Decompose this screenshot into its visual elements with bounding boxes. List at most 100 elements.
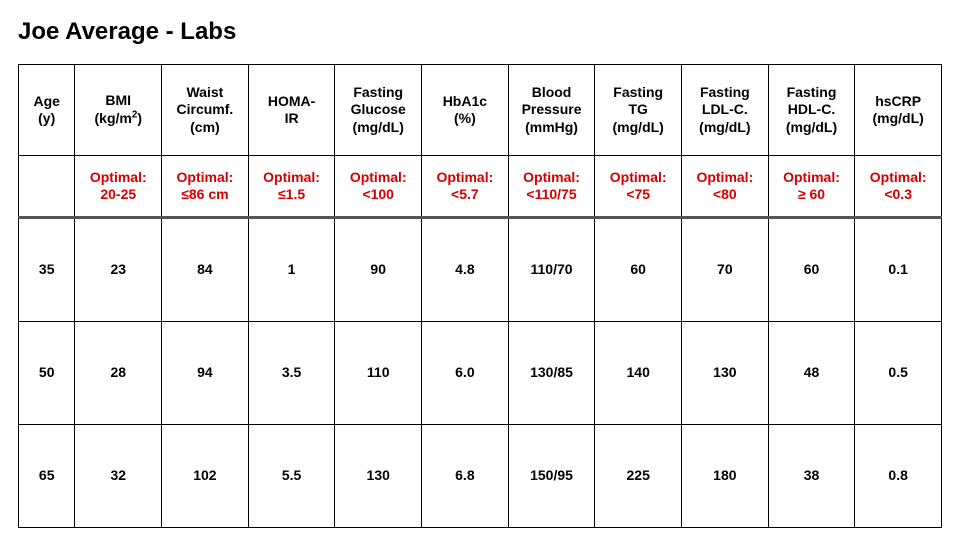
optimal-row: Optimal: 20-25 Optimal: ≤86 cm Optimal: … [19, 156, 942, 218]
optimal-cell-hba1c: Optimal: <5.7 [422, 156, 509, 218]
cell-hba1c: 6.8 [422, 425, 509, 528]
header-text: TG [628, 101, 647, 117]
header-text: IR [285, 110, 299, 126]
cell-age: 50 [19, 322, 75, 425]
cell-hscrp: 0.8 [855, 425, 942, 528]
optimal-text: Optimal: [696, 169, 753, 185]
header-row: Age (y) BMI (kg/m2) Waist Circumf. (cm) … [19, 65, 942, 156]
cell-ldl: 180 [682, 425, 769, 528]
cell-bp: 150/95 [508, 425, 595, 528]
cell-bp: 110/70 [508, 218, 595, 322]
table-row: 35 23 84 1 90 4.8 110/70 60 70 60 0.1 [19, 218, 942, 322]
col-header-glucose: Fasting Glucose (mg/dL) [335, 65, 422, 156]
col-header-bp: Blood Pressure (mmHg) [508, 65, 595, 156]
header-text: (y) [38, 110, 55, 126]
optimal-text: Optimal: [350, 169, 407, 185]
optimal-text: Optimal: [610, 169, 667, 185]
cell-bmi: 32 [75, 425, 162, 528]
cell-tg: 60 [595, 218, 682, 322]
header-text: Fasting [787, 84, 837, 100]
cell-waist: 94 [162, 322, 249, 425]
cell-tg: 140 [595, 322, 682, 425]
optimal-cell-ldl: Optimal: <80 [682, 156, 769, 218]
cell-bmi: 23 [75, 218, 162, 322]
labs-table: Age (y) BMI (kg/m2) Waist Circumf. (cm) … [18, 64, 942, 528]
cell-homa: 1 [248, 218, 335, 322]
col-header-hscrp: hsCRP (mg/dL) [855, 65, 942, 156]
page-title: Joe Average - Labs [18, 18, 942, 46]
page: Joe Average - Labs Age (y) BMI (kg/m2) W… [0, 0, 960, 528]
cell-bp: 130/85 [508, 322, 595, 425]
optimal-cell-bp: Optimal: <110/75 [508, 156, 595, 218]
header-text: Glucose [351, 101, 406, 117]
optimal-text: <0.3 [884, 186, 912, 202]
header-text: HDL-C. [788, 101, 835, 117]
header-text: (mg/dL) [699, 119, 750, 135]
header-text: hsCRP [875, 93, 921, 109]
header-text: (mmHg) [525, 119, 578, 135]
header-text: (kg/m2) [95, 110, 142, 126]
header-text: (cm) [190, 119, 220, 135]
header-text: Fasting [353, 84, 403, 100]
cell-tg: 225 [595, 425, 682, 528]
header-text: LDL-C. [702, 101, 748, 117]
col-header-hba1c: HbA1c (%) [422, 65, 509, 156]
cell-hdl: 60 [768, 218, 855, 322]
optimal-text: ≥ 60 [798, 186, 825, 202]
optimal-cell-waist: Optimal: ≤86 cm [162, 156, 249, 218]
optimal-text: ≤86 cm [181, 186, 228, 202]
optimal-text: Optimal: [870, 169, 927, 185]
cell-gluc: 90 [335, 218, 422, 322]
header-text: HOMA- [268, 93, 315, 109]
optimal-cell-hdl: Optimal: ≥ 60 [768, 156, 855, 218]
optimal-text: <100 [362, 186, 394, 202]
header-text: Blood [532, 84, 572, 100]
optimal-text: Optimal: [90, 169, 147, 185]
cell-homa: 3.5 [248, 322, 335, 425]
header-text: HbA1c [443, 93, 487, 109]
optimal-text: 20-25 [100, 186, 136, 202]
cell-hba1c: 4.8 [422, 218, 509, 322]
cell-waist: 102 [162, 425, 249, 528]
cell-hscrp: 0.1 [855, 218, 942, 322]
optimal-text: <75 [626, 186, 650, 202]
cell-homa: 5.5 [248, 425, 335, 528]
optimal-text: <5.7 [451, 186, 479, 202]
header-text: Age [33, 93, 59, 109]
optimal-text: Optimal: [783, 169, 840, 185]
cell-hdl: 38 [768, 425, 855, 528]
header-text: Waist [186, 84, 223, 100]
cell-age: 35 [19, 218, 75, 322]
cell-gluc: 130 [335, 425, 422, 528]
optimal-cell-age [19, 156, 75, 218]
col-header-homa: HOMA- IR [248, 65, 335, 156]
optimal-text: Optimal: [263, 169, 320, 185]
optimal-cell-tg: Optimal: <75 [595, 156, 682, 218]
cell-hdl: 48 [768, 322, 855, 425]
table-header: Age (y) BMI (kg/m2) Waist Circumf. (cm) … [19, 65, 942, 218]
col-header-waist: Waist Circumf. (cm) [162, 65, 249, 156]
optimal-cell-bmi: Optimal: 20-25 [75, 156, 162, 218]
table-body: 35 23 84 1 90 4.8 110/70 60 70 60 0.1 50… [19, 218, 942, 528]
optimal-text: Optimal: [177, 169, 234, 185]
cell-ldl: 130 [682, 322, 769, 425]
header-text: Circumf. [177, 101, 234, 117]
header-text: (mg/dL) [786, 119, 837, 135]
header-text: (mg/dL) [613, 119, 664, 135]
cell-bmi: 28 [75, 322, 162, 425]
table-row: 50 28 94 3.5 110 6.0 130/85 140 130 48 0… [19, 322, 942, 425]
header-text: Pressure [522, 101, 582, 117]
header-text: (mg/dL) [873, 110, 924, 126]
optimal-text: <110/75 [526, 186, 576, 202]
col-header-ldl: Fasting LDL-C. (mg/dL) [682, 65, 769, 156]
optimal-cell-hscrp: Optimal: <0.3 [855, 156, 942, 218]
optimal-text: <80 [713, 186, 737, 202]
header-text: (mg/dL) [353, 119, 404, 135]
cell-hscrp: 0.5 [855, 322, 942, 425]
optimal-text: ≤1.5 [278, 186, 305, 202]
optimal-cell-glucose: Optimal: <100 [335, 156, 422, 218]
cell-age: 65 [19, 425, 75, 528]
optimal-cell-homa: Optimal: ≤1.5 [248, 156, 335, 218]
table-row: 65 32 102 5.5 130 6.8 150/95 225 180 38 … [19, 425, 942, 528]
header-text: Fasting [700, 84, 750, 100]
